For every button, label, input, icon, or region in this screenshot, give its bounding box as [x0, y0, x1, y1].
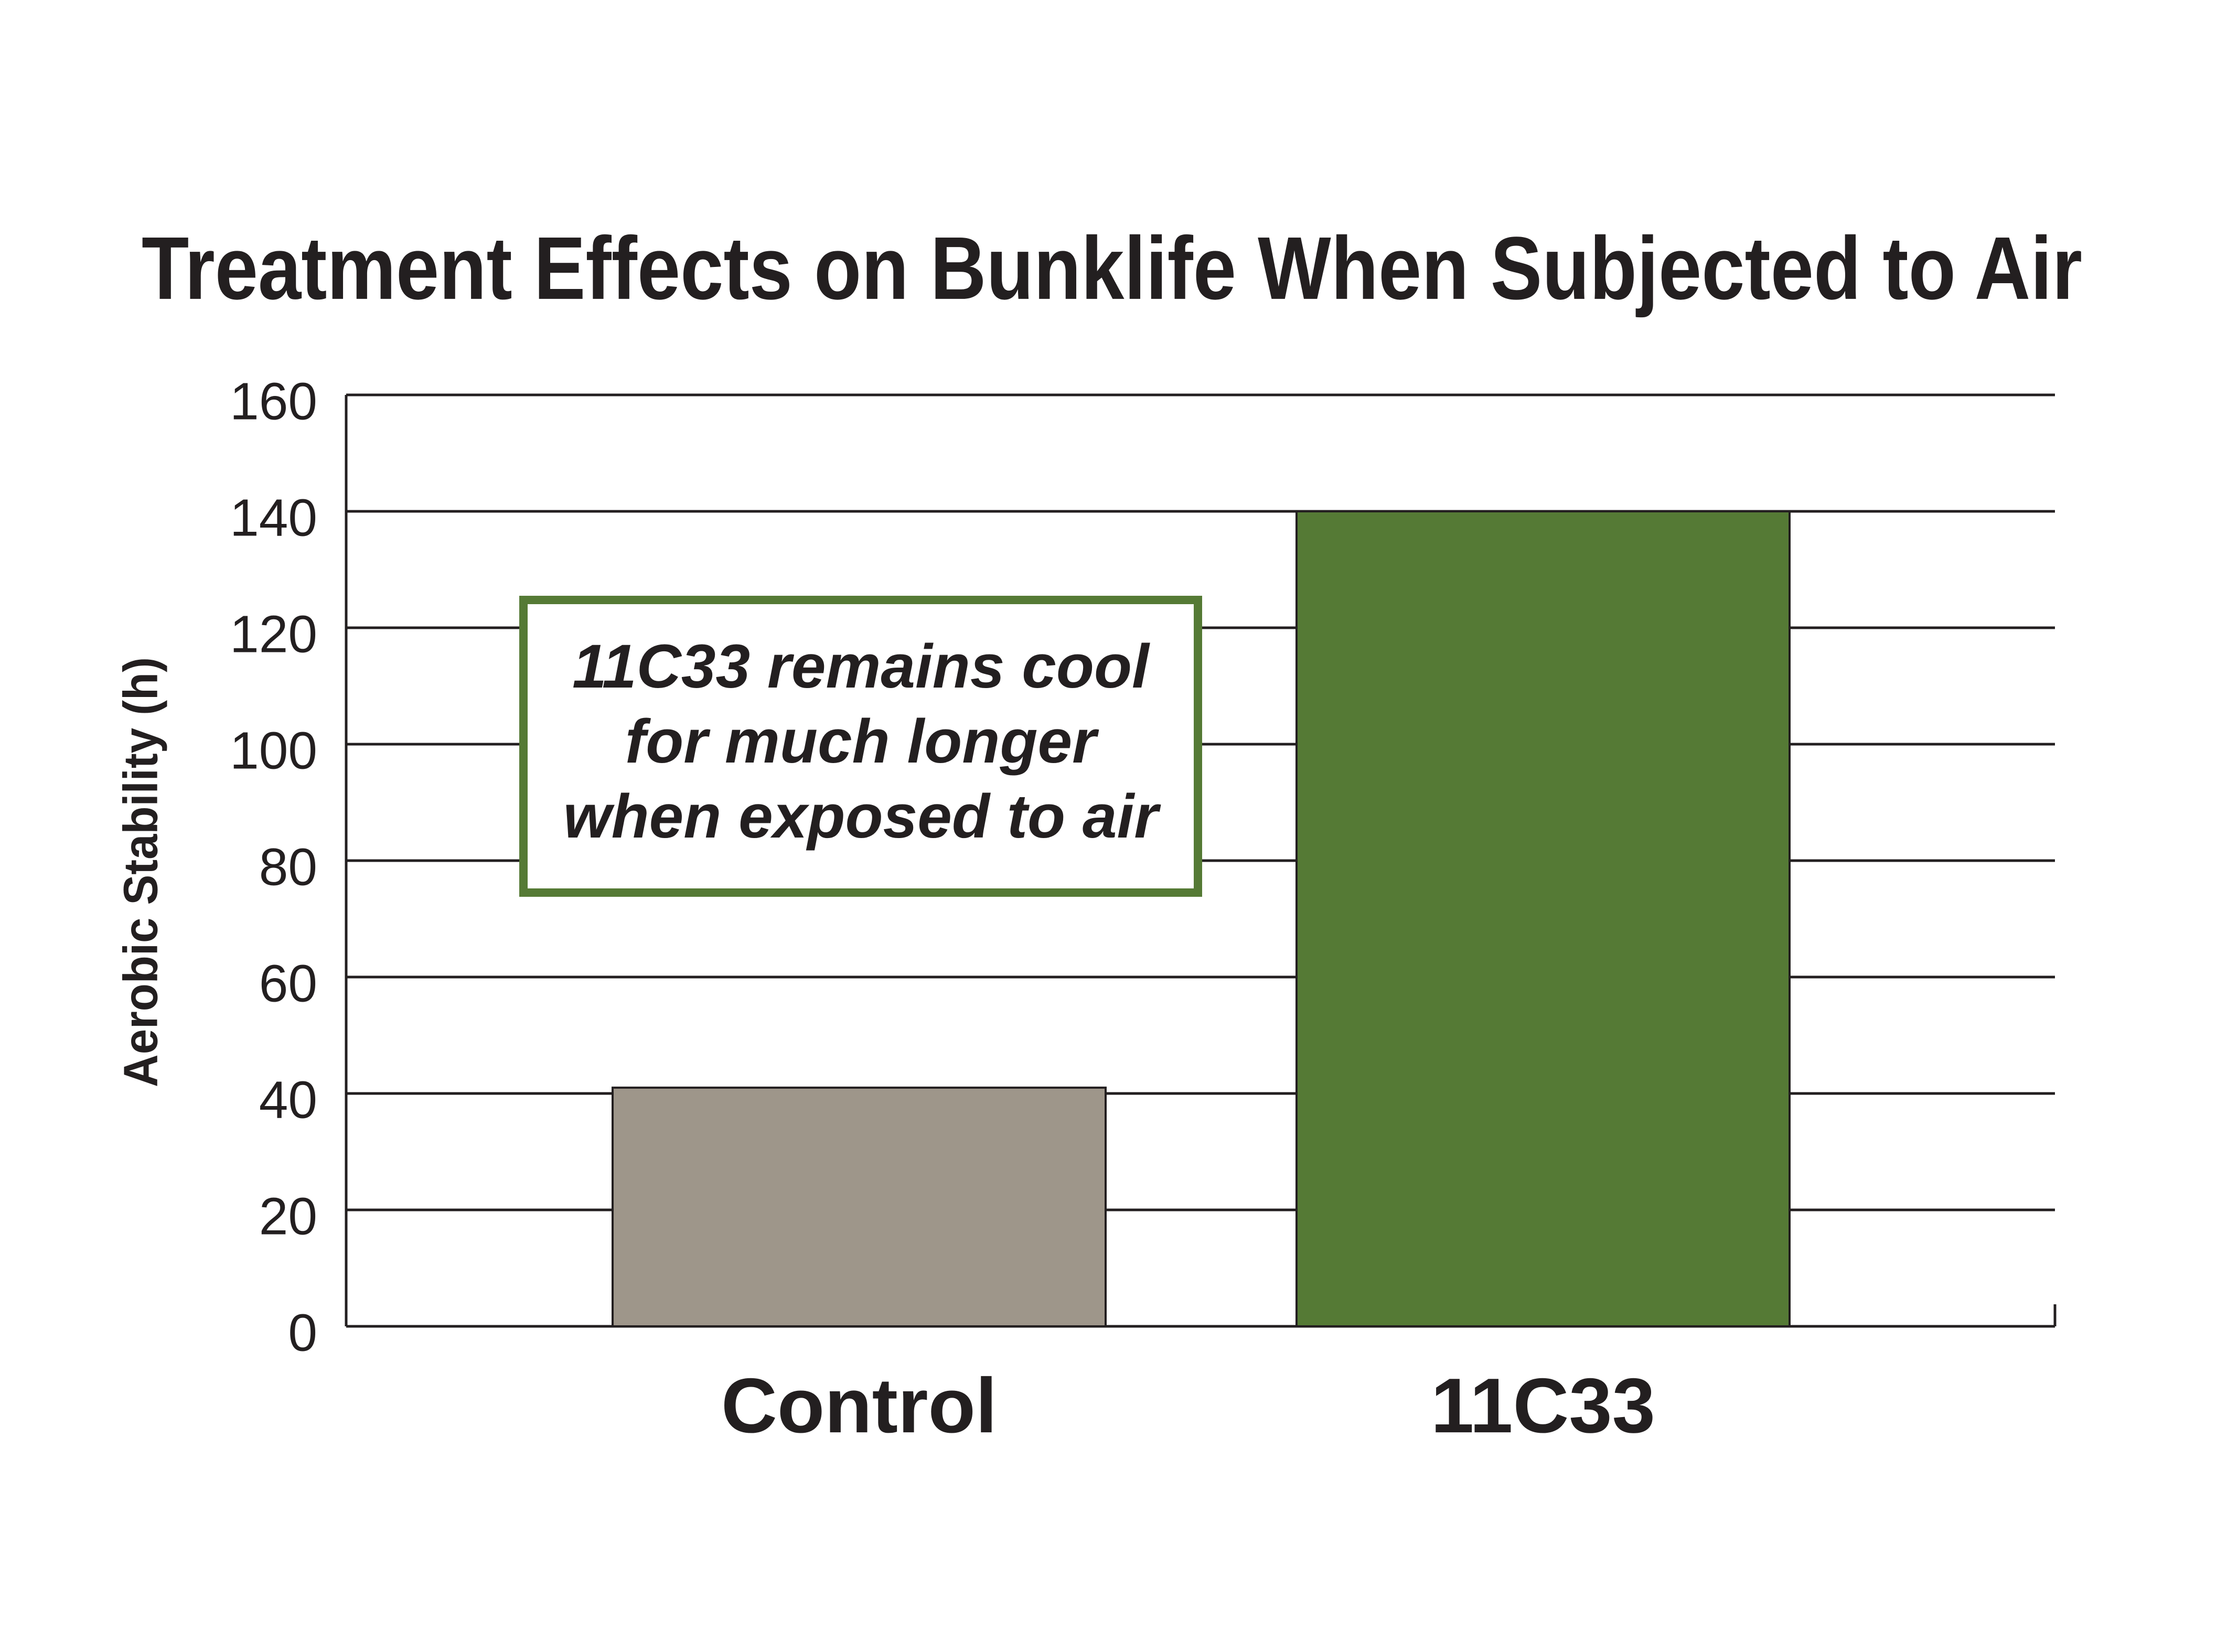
y-tick-label: 40 — [259, 1070, 317, 1129]
annotation-text: 11C33 remains cool — [572, 632, 1150, 701]
y-tick-label: 100 — [230, 721, 317, 780]
y-tick-label: 20 — [259, 1187, 317, 1246]
y-tick-label: 140 — [230, 488, 317, 547]
annotation-text: when exposed to air — [563, 782, 1161, 851]
y-tick-label: 120 — [230, 605, 317, 663]
chart-title: Treatment Effects on Bunklife When Subje… — [142, 219, 2082, 318]
y-tick-label: 60 — [259, 954, 317, 1013]
annotation-box — [519, 596, 1202, 897]
x-tick-label: Control — [721, 1363, 997, 1449]
annotation-text: for much longer — [625, 707, 1099, 776]
y-tick-label: 160 — [230, 372, 317, 431]
bar — [1295, 510, 1791, 1327]
bar — [612, 1086, 1107, 1327]
x-tick-label: 11C33 — [1431, 1363, 1655, 1449]
y-axis-label: Aerobic Stability (h) — [114, 657, 167, 1087]
y-tick-label: 80 — [259, 838, 317, 896]
y-tick-label: 0 — [288, 1303, 317, 1362]
